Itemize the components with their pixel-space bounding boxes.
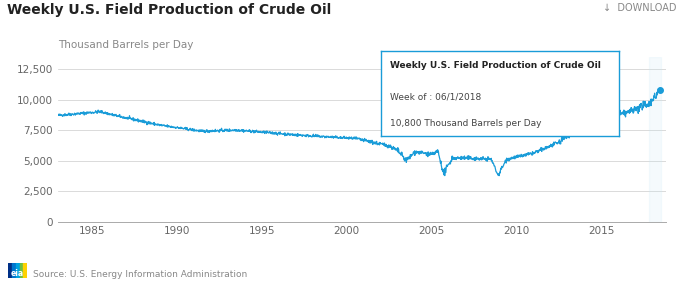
- Text: Thousand Barrels per Day: Thousand Barrels per Day: [58, 40, 193, 50]
- Text: Weekly U.S. Field Production of Crude Oil: Weekly U.S. Field Production of Crude Oi…: [7, 3, 331, 17]
- Text: Week of : 06/1/2018: Week of : 06/1/2018: [390, 92, 481, 101]
- Bar: [12, 263, 16, 278]
- Bar: [23, 263, 27, 278]
- Text: ↓  DOWNLOAD: ↓ DOWNLOAD: [603, 3, 677, 13]
- Text: 10,800 Thousand Barrels per Day: 10,800 Thousand Barrels per Day: [390, 119, 542, 128]
- Bar: [649, 57, 662, 222]
- Bar: [16, 263, 20, 278]
- Text: Source: U.S. Energy Information Administration: Source: U.S. Energy Information Administ…: [33, 270, 247, 279]
- Text: eia: eia: [11, 269, 24, 278]
- Bar: [8, 263, 12, 278]
- Text: Weekly U.S. Field Production of Crude Oil: Weekly U.S. Field Production of Crude Oi…: [390, 61, 601, 70]
- Bar: [20, 263, 23, 278]
